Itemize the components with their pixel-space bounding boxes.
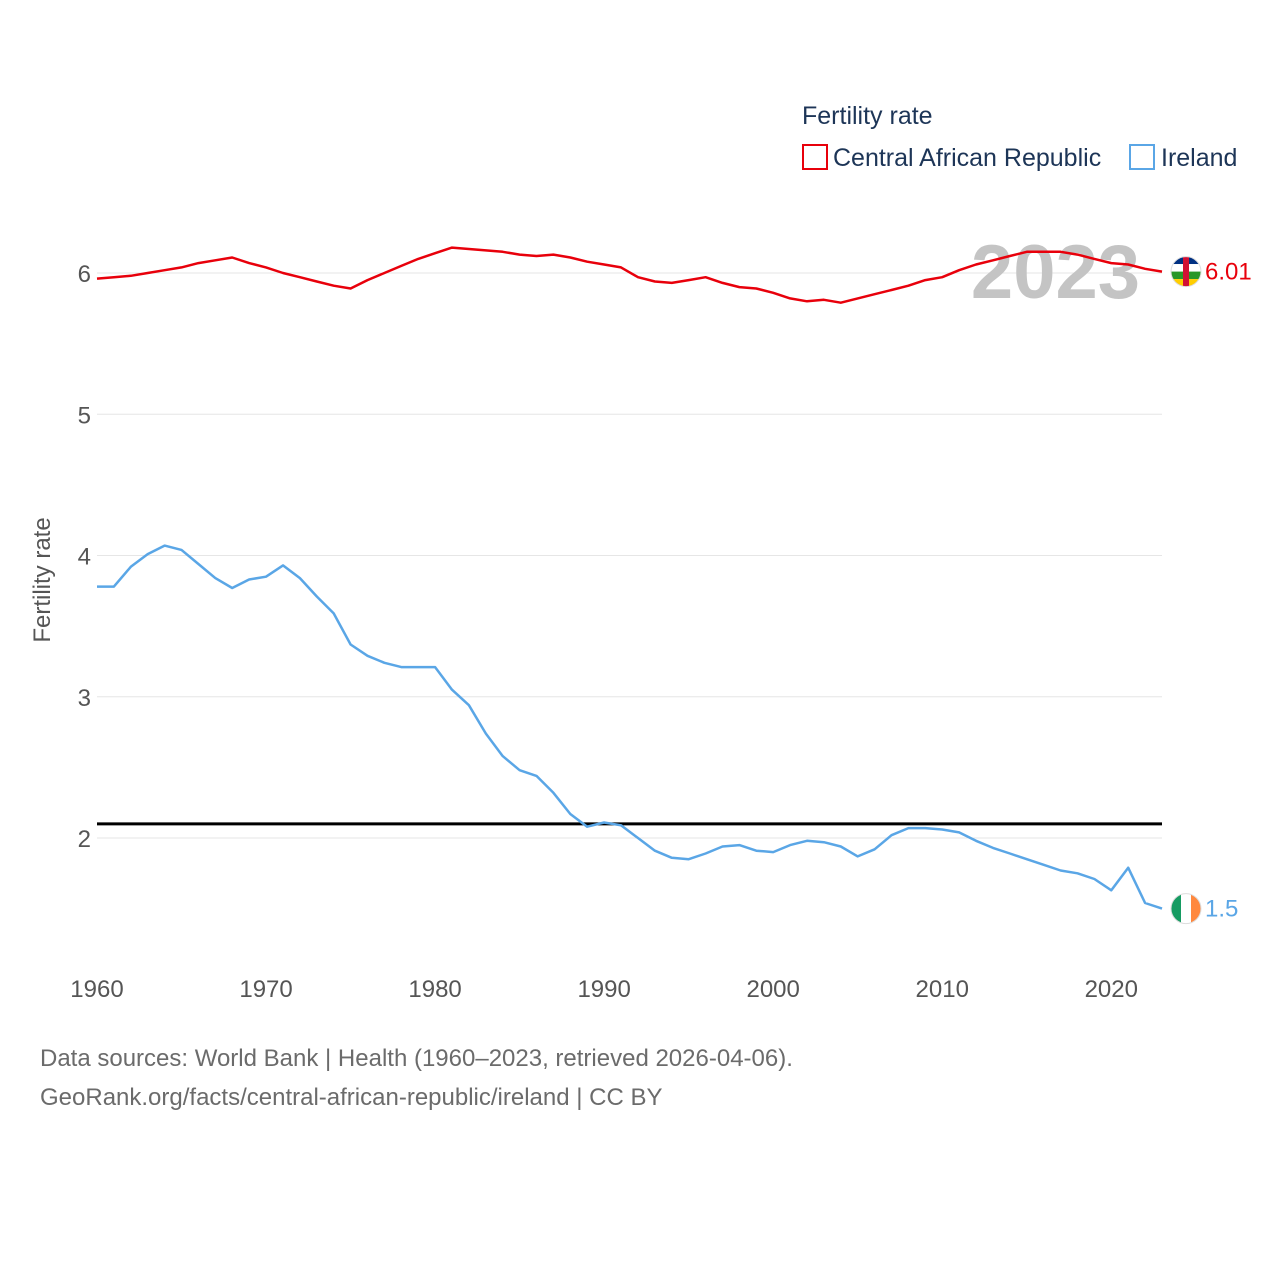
legend: Fertility rate Central African Republic …	[802, 102, 1237, 172]
x-tick-label: 1980	[408, 976, 461, 1003]
y-tick-label: 4	[78, 544, 91, 571]
x-tick-label: 2000	[746, 976, 799, 1003]
y-axis-title: Fertility rate	[29, 517, 56, 642]
end-value-label: 1.5	[1205, 896, 1238, 923]
x-tick-label: 1960	[70, 976, 123, 1003]
series-line-ireland	[97, 544, 1163, 910]
ireland-flag-icon	[1170, 893, 1202, 925]
legend-item-central-african-republic[interactable]: Central African Republic	[802, 144, 1101, 172]
legend-label: Central African Republic	[833, 144, 1101, 172]
legend-title: Fertility rate	[802, 102, 933, 130]
x-tick-label: 1970	[239, 976, 292, 1003]
grid-lines	[97, 272, 1162, 839]
y-tick-label: 3	[78, 685, 91, 712]
year-label: 2023	[971, 230, 1140, 315]
x-axis-ticks: 1960 1970 1980 1990 2000 2010 2020	[70, 976, 1138, 1003]
x-tick-label: 1990	[577, 976, 630, 1003]
legend-swatch	[802, 144, 828, 170]
legend-swatch	[1129, 144, 1155, 170]
central-african-republic-flag-icon	[1170, 256, 1202, 288]
source-link[interactable]: GeoRank.org/facts/central-african-republ…	[40, 1084, 663, 1111]
end-value-label: 6.01	[1205, 259, 1252, 286]
x-tick-label: 2020	[1085, 976, 1138, 1003]
y-tick-label: 6	[78, 261, 91, 288]
y-tick-label: 2	[78, 826, 91, 853]
legend-label: Ireland	[1161, 144, 1237, 172]
source-line: Data sources: World Bank | Health (1960–…	[40, 1045, 793, 1072]
series-endpoints: 6.01 1.5	[1170, 256, 1252, 925]
x-tick-label: 2010	[916, 976, 969, 1003]
series-line-central-african-republic	[96, 246, 1163, 304]
series-lines	[96, 246, 1163, 910]
y-tick-label: 5	[78, 402, 91, 429]
legend-item-ireland[interactable]: Ireland	[1129, 144, 1237, 172]
y-axis-ticks: 2 3 4 5 6	[78, 261, 91, 853]
